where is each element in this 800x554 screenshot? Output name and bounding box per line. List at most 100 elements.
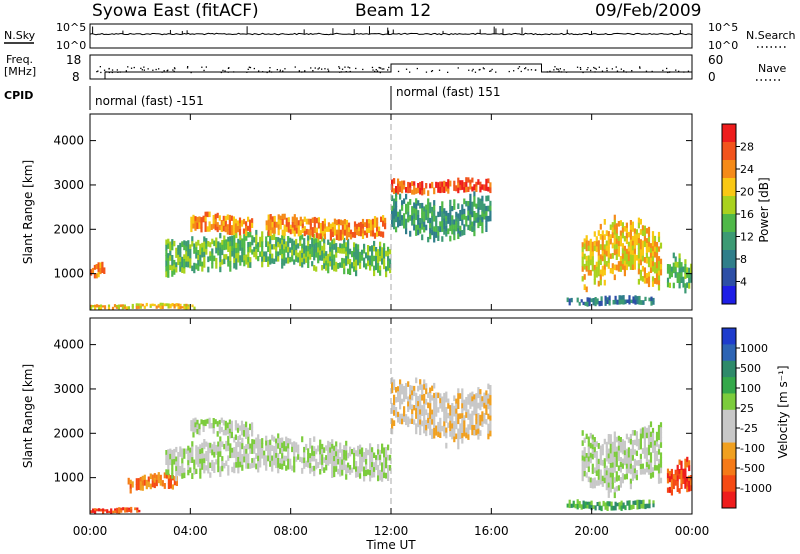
echo-cell (443, 397, 446, 403)
echo-cell (227, 440, 230, 447)
echo-cell (325, 460, 328, 466)
echo-cell (214, 419, 217, 425)
echo-cell (237, 441, 240, 448)
echo-cell (651, 442, 655, 449)
echo-cell (341, 220, 344, 226)
echo-cell (224, 221, 227, 227)
echo-cell (141, 303, 144, 307)
nave-dot (471, 70, 473, 72)
echo-cell (321, 265, 324, 271)
echo-cell (631, 226, 634, 232)
echo-cell (611, 232, 614, 239)
echo-cell (399, 181, 402, 187)
echo-cell (566, 503, 569, 508)
echo-cell (177, 254, 180, 261)
echo-cell (383, 243, 386, 249)
echo-cell (269, 450, 272, 457)
echo-cell (405, 187, 408, 193)
echo-cell (238, 434, 242, 441)
echo-cell (647, 276, 651, 283)
echo-cell (457, 182, 460, 189)
echo-cell (445, 427, 448, 434)
echo-cell (277, 241, 280, 248)
echo-cell (337, 224, 340, 231)
echo-cell (179, 242, 182, 249)
echo-cell (243, 260, 246, 267)
echo-cell (223, 443, 226, 450)
echo-cell (617, 266, 620, 272)
echo-cell (267, 261, 270, 267)
echo-cell (225, 440, 228, 447)
echo-cell (429, 424, 432, 430)
echo-cell (614, 299, 617, 305)
echo-cell (593, 437, 596, 443)
echo-cell (337, 229, 340, 236)
echo-cell (566, 297, 569, 303)
echo-cell (489, 187, 492, 194)
echo-cell (203, 458, 206, 464)
echo-cell (641, 448, 644, 454)
echo-cell (684, 288, 687, 294)
echo-cell (688, 272, 691, 279)
nave-dot (645, 70, 648, 72)
echo-cell (605, 250, 608, 257)
echo-cell (615, 471, 618, 477)
echo-cell (441, 226, 444, 232)
echo-cell (425, 425, 428, 431)
echo-cell (421, 181, 424, 187)
echo-cell (676, 464, 679, 471)
echo-cell (200, 222, 203, 228)
echo-cell (355, 249, 358, 255)
echo-cell (455, 185, 458, 192)
echo-cell (261, 231, 264, 237)
echo-cell (487, 428, 490, 435)
echo-cell (423, 418, 426, 424)
echo-cell (647, 241, 651, 248)
echo-cell (629, 220, 632, 226)
echo-cell (639, 239, 642, 245)
echo-cell (379, 246, 382, 252)
echo-cell (209, 251, 212, 257)
echo-cell (187, 304, 190, 308)
echo-cell (102, 508, 105, 512)
echo-cell (611, 222, 614, 228)
echo-band (666, 456, 693, 496)
echo-cell (349, 451, 352, 457)
echo-cell (305, 443, 308, 451)
echo-cell (103, 306, 107, 310)
echo-cell (219, 466, 222, 472)
echo-cell (629, 259, 632, 265)
echo-cell (581, 276, 584, 282)
echo-cell (603, 279, 606, 286)
echo-cell (199, 449, 202, 455)
echo-cell (383, 452, 386, 458)
echo-cell (429, 207, 432, 214)
echo-cell (216, 431, 219, 437)
echo-cell (591, 241, 594, 248)
echo-cell (139, 305, 142, 309)
echo-cell (611, 253, 614, 259)
echo-cell (449, 410, 452, 417)
echo-cell (615, 233, 618, 240)
echo-cell (113, 304, 117, 308)
echo-cell (345, 229, 349, 236)
echo-cell (419, 218, 422, 224)
echo-cell (437, 431, 440, 438)
echo-cell (415, 224, 418, 231)
echo-cell (635, 440, 638, 447)
echo-cell (427, 412, 430, 419)
echo-cell (413, 207, 416, 214)
echo-cell (165, 454, 168, 461)
echo-cell (331, 254, 334, 260)
echo-cell (589, 482, 592, 488)
echo-cell (197, 456, 200, 463)
echo-cell (413, 405, 416, 411)
echo-cell (239, 255, 242, 261)
nave-dot (582, 71, 584, 74)
echo-cell (323, 467, 326, 473)
echo-cell (359, 473, 362, 479)
echo-cell (341, 454, 344, 461)
echo-cell (584, 501, 587, 506)
echo-cell (604, 295, 607, 302)
echo-cell (645, 228, 648, 234)
